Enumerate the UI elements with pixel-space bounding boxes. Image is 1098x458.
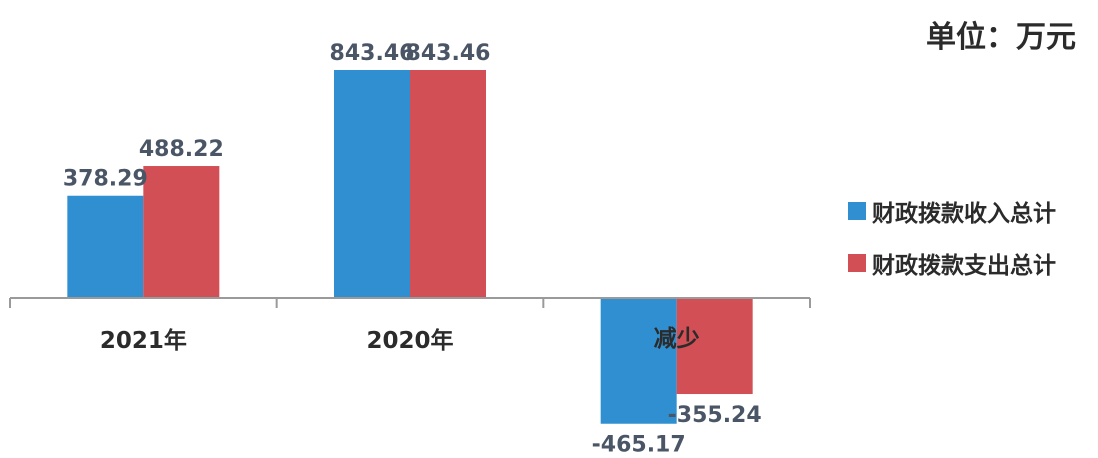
bar-income-1 [334,70,410,298]
bar-expense-2 [676,298,753,395]
legend-item-expense: 财政拨款支出总计 [848,248,1056,279]
data-label-expense-0: 488.22 [139,137,224,162]
legend-swatch-income [848,202,866,220]
data-label-expense-1: 843.46 [406,41,491,66]
legend-item-income: 财政拨款收入总计 [848,196,1056,227]
legend-label-income: 财政拨款收入总计 [872,201,1056,227]
bar-expense-0 [143,166,220,298]
legend: 财政拨款收入总计 财政拨款支出总计 [848,196,1056,300]
data-label-income-2: -465.17 [592,433,686,458]
bars-layer [67,70,753,424]
category-label-0: 2021年 [100,327,187,354]
bar-income-2 [600,298,677,424]
category-label-2: 减少 [654,326,700,352]
data-label-expense-2: -355.24 [668,403,762,428]
data-label-income-1: 843.46 [330,41,415,66]
unit-label: 单位：万元 [926,20,1076,55]
category-label-1: 2020年 [366,327,453,354]
bar-income-0 [67,195,144,298]
data-label-income-0: 378.29 [63,167,148,192]
x-axis-ticks [9,298,811,308]
legend-label-expense: 财政拨款支出总计 [872,253,1056,279]
legend-swatch-expense [848,254,866,272]
bar-expense-1 [410,70,486,298]
